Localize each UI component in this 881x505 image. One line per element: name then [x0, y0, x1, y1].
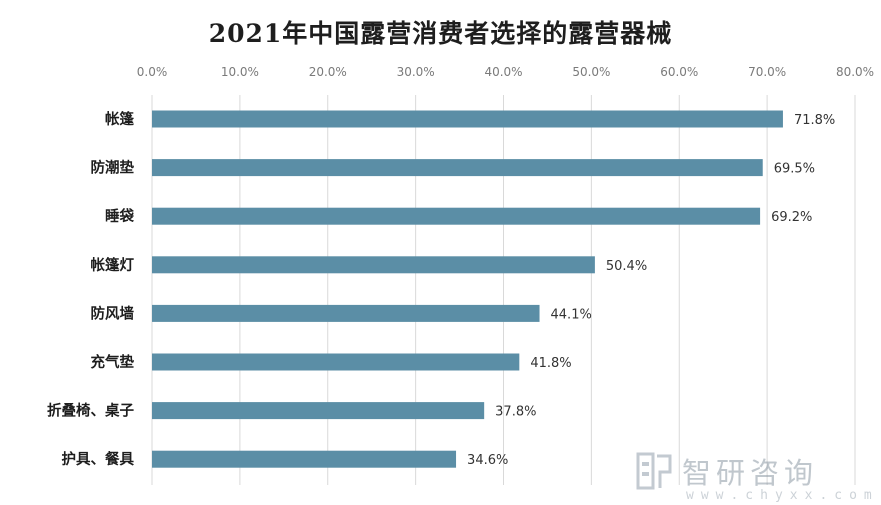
logo-icon	[636, 452, 672, 490]
x-tick-label: 60.0%	[660, 65, 698, 79]
category-label: 折叠椅、桌子	[47, 402, 134, 420]
x-tick-label: 80.0%	[836, 65, 874, 79]
category-label: 帐篷灯	[91, 256, 135, 274]
bar	[152, 256, 595, 274]
bar	[152, 110, 783, 128]
bar	[152, 207, 761, 225]
data-label: 41.8%	[530, 356, 571, 371]
watermark-url: www.chyxx.com	[686, 488, 879, 503]
x-tick-label: 30.0%	[397, 65, 435, 79]
category-label: 睡袋	[105, 207, 134, 225]
data-label: 69.5%	[774, 162, 815, 177]
gridlines	[151, 95, 856, 485]
data-label: 50.4%	[606, 259, 647, 274]
data-label: 44.1%	[551, 307, 592, 322]
category-label: 充气垫	[91, 353, 135, 371]
x-tick-label: 10.0%	[221, 65, 259, 79]
bar	[152, 304, 540, 322]
bars	[152, 110, 783, 468]
bar	[152, 159, 763, 177]
x-tick-label: 20.0%	[309, 65, 347, 79]
x-tick-label: 50.0%	[572, 65, 610, 79]
bar	[152, 353, 520, 371]
category-label: 护具、餐具	[62, 450, 135, 468]
bar	[152, 450, 457, 468]
value-labels: 71.8% 69.5% 69.2% 50.4% 44.1% 41.8% 37.8% 34.6%	[467, 113, 835, 468]
x-tick-label: 70.0%	[748, 65, 786, 79]
watermark-name: 智研咨询	[682, 456, 819, 490]
category-label: 防潮垫	[91, 159, 135, 177]
data-label: 71.8%	[794, 113, 835, 128]
data-label: 34.6%	[467, 453, 508, 468]
chart-title: 2021年中国露营消费者选择的露营器械	[208, 19, 673, 48]
x-axis-tick-labels: 0.0% 10.0% 20.0% 30.0% 40.0% 50.0% 60.0% 70.0% 8…	[137, 65, 874, 79]
x-tick-label: 0.0%	[137, 65, 168, 79]
x-tick-label: 40.0%	[484, 65, 522, 79]
data-label: 69.2%	[771, 210, 812, 225]
data-label: 37.8%	[495, 405, 536, 420]
bar	[152, 402, 485, 420]
category-label: 防风墙	[91, 304, 135, 322]
watermark: 智研咨询 www.chyxx.com	[636, 450, 879, 503]
category-label: 帐篷	[105, 110, 134, 128]
